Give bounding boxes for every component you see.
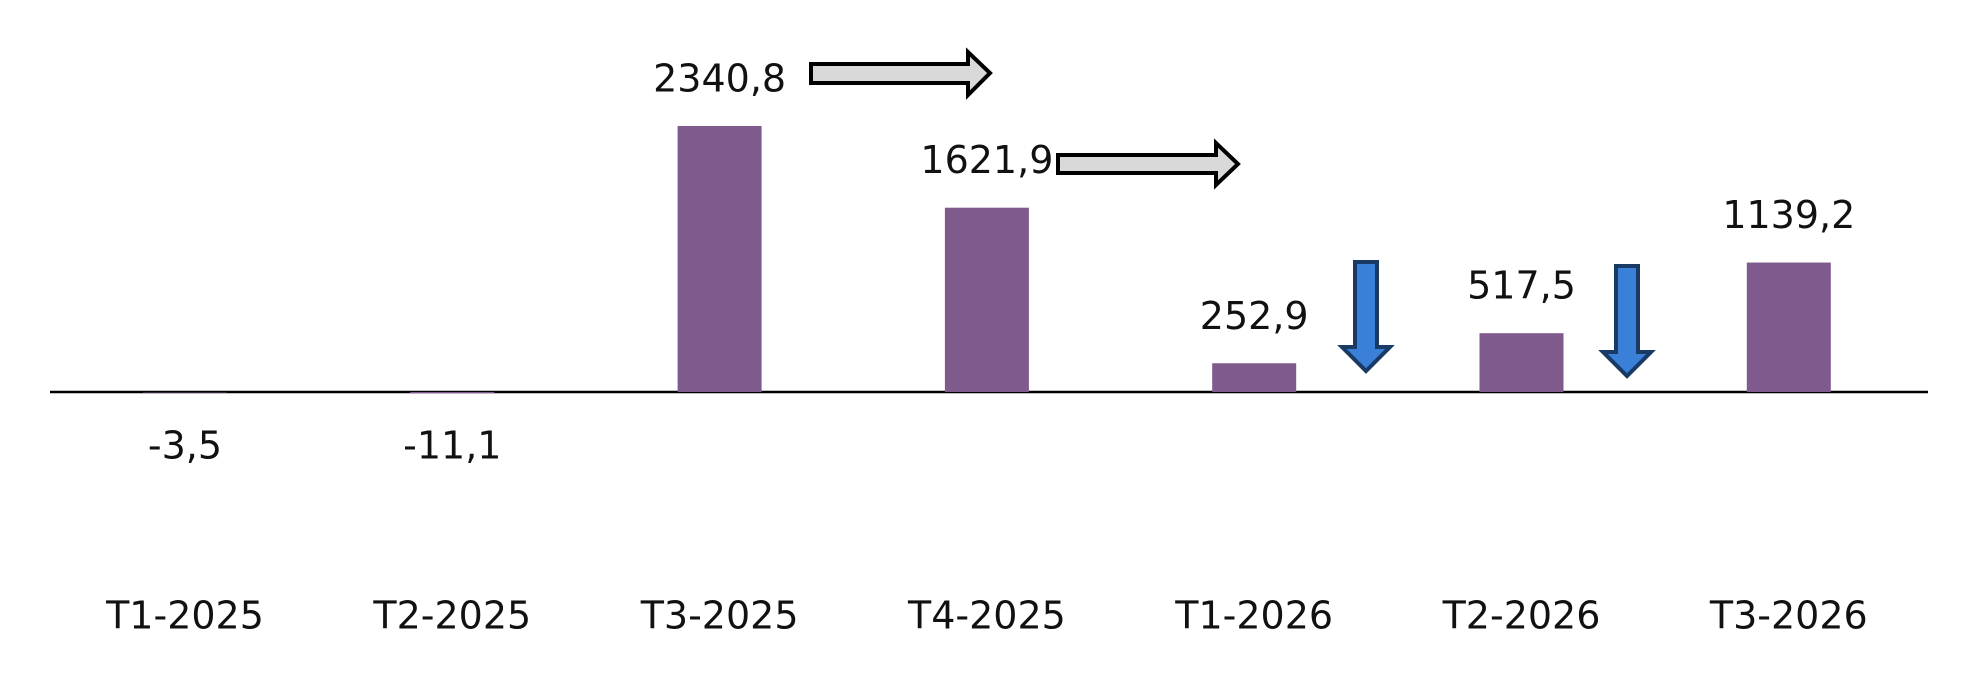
x-tick-label: T3-2026	[1709, 594, 1868, 638]
x-tick-label: T1-2026	[1174, 594, 1333, 638]
bar	[944, 207, 1029, 392]
value-label: 1621,9	[920, 138, 1053, 182]
x-tick-label: T2-2026	[1442, 594, 1601, 638]
x-tick-label: T1-2025	[105, 594, 264, 638]
down-arrow	[1598, 264, 1656, 379]
bar	[1479, 333, 1564, 392]
value-label: 2340,8	[653, 57, 786, 101]
bar	[1212, 363, 1297, 392]
x-tick-label: T3-2025	[640, 594, 799, 638]
down-arrow	[1337, 260, 1395, 374]
bar	[677, 126, 762, 392]
value-label: -11,1	[403, 424, 501, 468]
x-tick-label: T2-2025	[372, 594, 531, 638]
bar	[410, 392, 495, 394]
trend-arrow	[1056, 138, 1241, 190]
trend-arrow	[809, 47, 993, 100]
bar	[1746, 262, 1831, 392]
value-label: 517,5	[1467, 264, 1576, 308]
x-tick-label: T4-2025	[907, 594, 1066, 638]
value-label: 252,9	[1200, 294, 1309, 338]
value-label: -3,5	[148, 424, 222, 468]
value-label: 1139,2	[1722, 193, 1855, 237]
